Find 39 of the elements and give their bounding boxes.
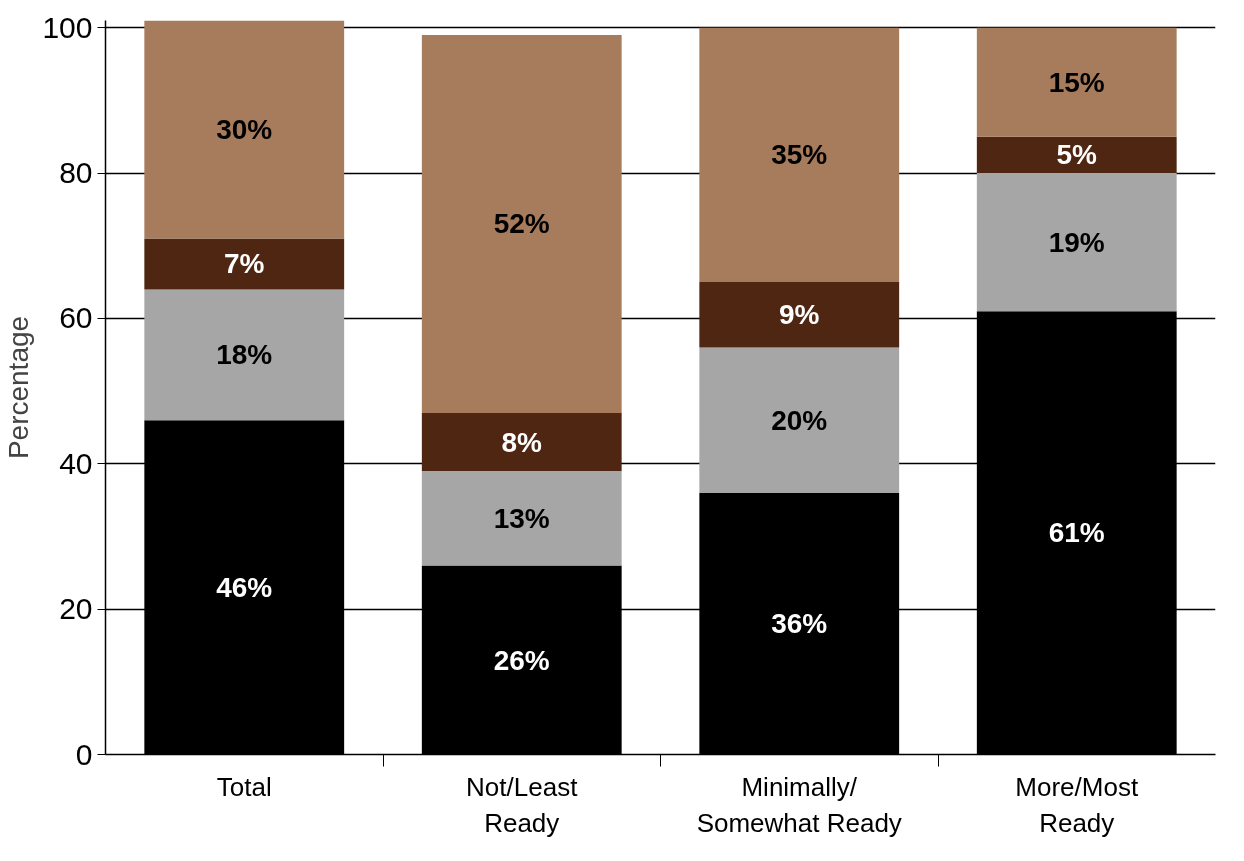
- x-tick-label: More/Most Ready: [1015, 771, 1139, 838]
- bar: [976, 173, 1177, 312]
- y-tick-label: 40: [59, 446, 93, 480]
- y-tick-label: 0: [75, 737, 93, 771]
- bar: [976, 27, 1177, 137]
- x-tick-label: Not/Least Ready: [466, 771, 579, 838]
- bar: [699, 282, 900, 348]
- data-label: 20%: [771, 404, 828, 436]
- data-label: 18%: [216, 339, 273, 371]
- x-tick-label: Minimally/ Somewhat Ready: [696, 771, 902, 838]
- data-label: 26%: [493, 644, 550, 676]
- data-label: 8%: [501, 426, 543, 458]
- bar: [699, 27, 900, 283]
- data-label: 35%: [771, 139, 828, 171]
- data-label: 61%: [1048, 517, 1105, 549]
- y-tick-label: 20: [59, 592, 93, 626]
- bar: [144, 20, 345, 239]
- bar: [976, 136, 1177, 174]
- data-label: 19%: [1048, 226, 1105, 258]
- y-tick-label: 80: [59, 156, 93, 190]
- bar: [699, 347, 900, 493]
- y-axis-title: Percentage: [3, 315, 35, 460]
- data-label: 52%: [493, 208, 550, 240]
- bar: [421, 471, 622, 566]
- data-label: 36%: [771, 608, 828, 640]
- bar: [421, 412, 622, 472]
- data-label: 7%: [224, 248, 265, 280]
- data-label: 5%: [1056, 139, 1098, 171]
- data-label: 30%: [216, 114, 273, 146]
- y-tick-label: 100: [42, 10, 93, 44]
- bar: [144, 289, 345, 421]
- y-tick-label: 60: [59, 301, 93, 335]
- x-tick-label: Total: [216, 771, 272, 802]
- data-label: 15%: [1048, 66, 1105, 98]
- data-label: 46%: [216, 571, 273, 603]
- bar: [144, 238, 345, 290]
- data-label: 9%: [779, 299, 820, 331]
- bar: [421, 35, 622, 413]
- data-label: 13%: [493, 502, 550, 534]
